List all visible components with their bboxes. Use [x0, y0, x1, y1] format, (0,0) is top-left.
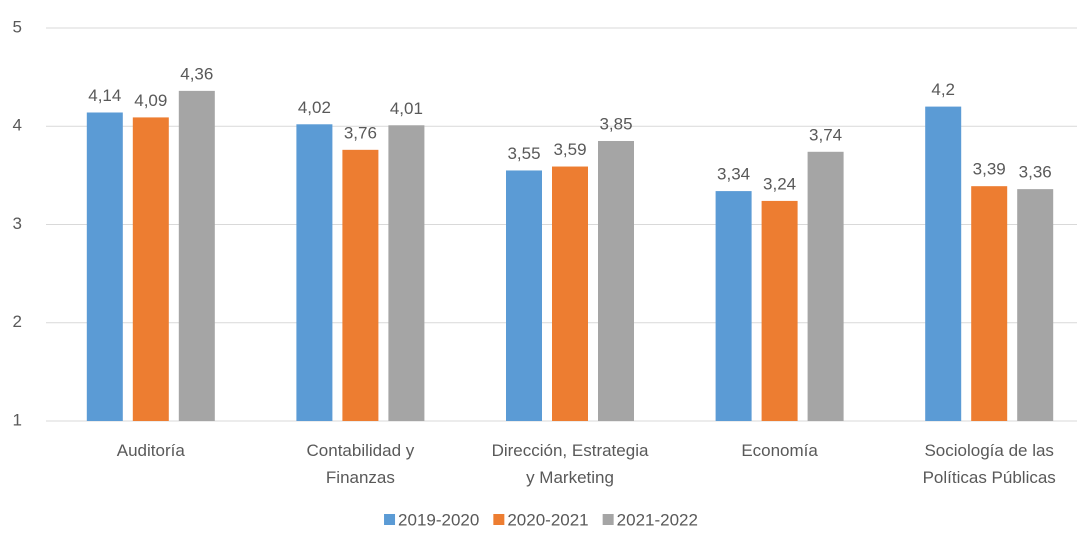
data-label: 3,59: [553, 140, 586, 159]
bar: [761, 200, 798, 421]
data-label: 4,2: [931, 80, 955, 99]
data-label: 3,74: [809, 125, 842, 144]
x-tick-label: Sociología de las Políticas Públicas: [923, 441, 1056, 487]
legend-label: 2020-2021: [507, 510, 588, 529]
data-label: 4,14: [88, 86, 121, 105]
bar: [715, 191, 752, 421]
data-label: 3,34: [717, 165, 750, 184]
bar: [178, 90, 215, 421]
bar: [598, 140, 634, 422]
data-label: 3,39: [973, 160, 1006, 179]
legend-swatch: [602, 514, 614, 525]
y-tick-label: 2: [13, 312, 22, 331]
bar: [807, 151, 844, 422]
y-tick-label: 1: [13, 410, 22, 429]
y-tick-label: 5: [13, 17, 22, 36]
data-label: 4,02: [298, 98, 331, 117]
y-tick-label: 3: [13, 214, 22, 233]
data-label: 3,55: [507, 144, 540, 163]
legend-swatch: [493, 514, 505, 525]
bar: [925, 106, 962, 421]
legend-label: 2019-2020: [398, 510, 479, 529]
legend: 2019-2020 2020-2021 2021-2022: [384, 510, 698, 529]
bar: [552, 166, 588, 421]
x-tick-label: Dirección, Estrategia y Marketing: [492, 441, 649, 487]
x-tick-label: Auditoría: [117, 441, 186, 460]
bar: [342, 149, 379, 421]
data-label: 4,36: [180, 64, 213, 83]
bar: [971, 186, 1008, 421]
y-tick-label: 4: [13, 116, 22, 135]
data-label: 3,36: [1019, 163, 1052, 182]
x-tick-label: Contabilidad y Finanzas: [307, 441, 415, 487]
bar: [388, 125, 425, 421]
x-tick-label: Economía: [741, 441, 818, 460]
data-label: 3,24: [763, 174, 796, 193]
bar: [296, 124, 333, 421]
data-label: 4,09: [134, 91, 167, 110]
data-label: 3,85: [599, 114, 632, 133]
legend-label: 2021-2022: [617, 510, 698, 529]
legend-swatch: [384, 514, 396, 525]
data-label: 3,76: [344, 123, 377, 142]
bar: [86, 112, 123, 422]
data-label: 4,01: [390, 99, 423, 118]
bar: [132, 117, 169, 421]
bar: [506, 170, 542, 421]
bar: [1017, 189, 1054, 421]
